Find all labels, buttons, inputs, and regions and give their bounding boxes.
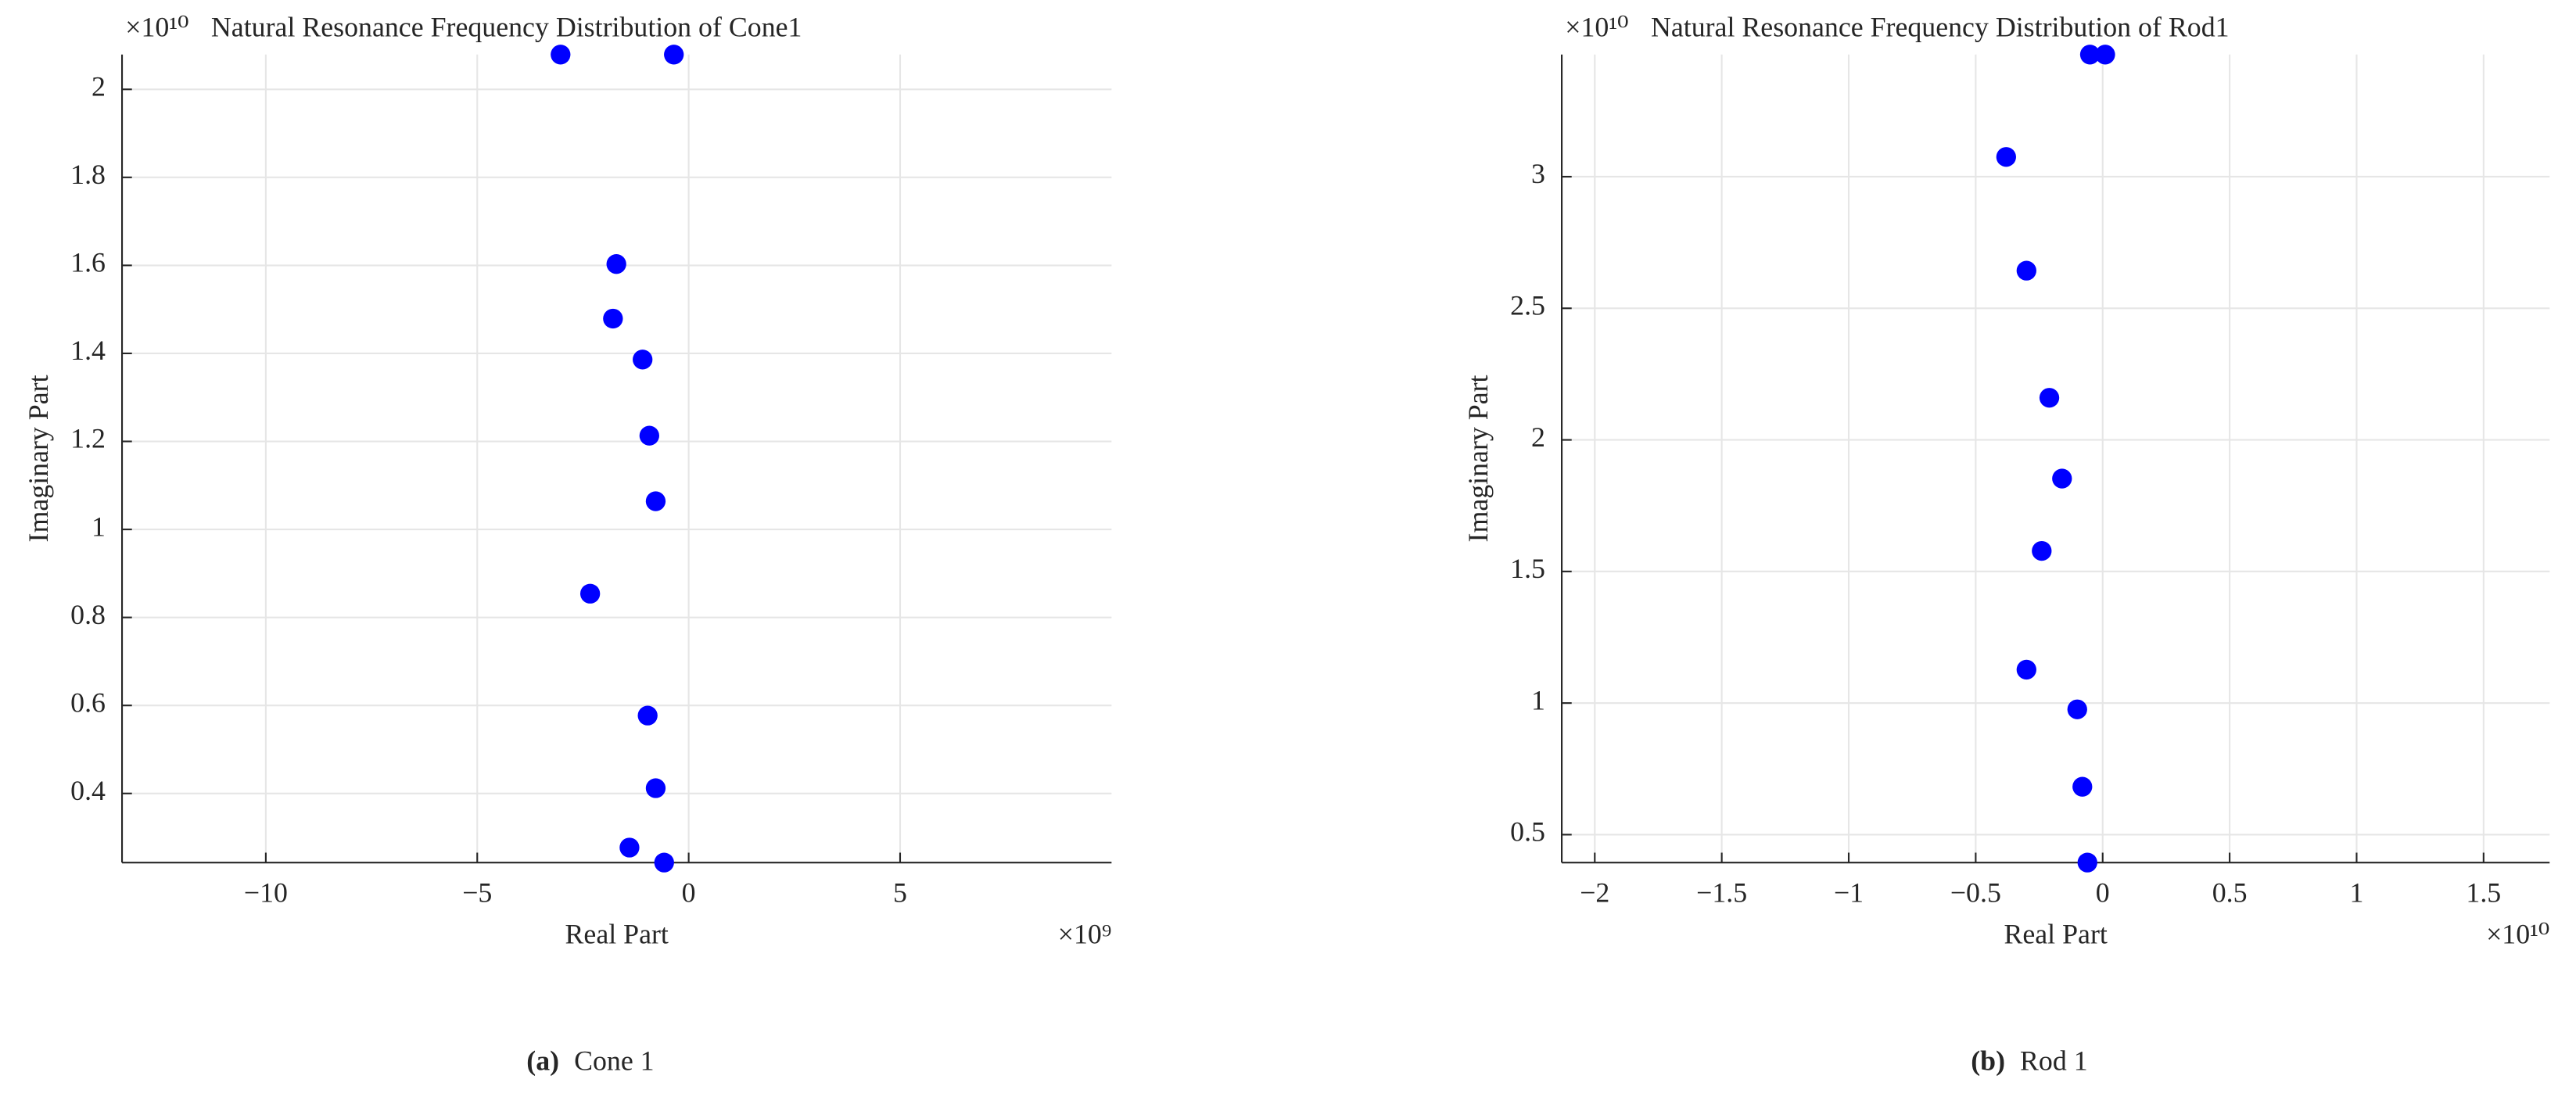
chart-panel: −2 −1.5 −1 −0.5 0 0.5 1 1.5 0.5 1 1.5 2 2.5 3 ×10¹⁰ Nat… (1462, 11, 2549, 1076)
data-point (551, 45, 571, 65)
x-axis-label: Real Part (2004, 918, 2107, 949)
y-tick-label: 1.8 (70, 159, 106, 190)
data-point (579, 583, 601, 604)
data-point (637, 705, 658, 726)
x-tick-label: −0.5 (1950, 877, 2001, 909)
caption-text: Cone 1 (574, 1045, 655, 1077)
caption-label: (a) (526, 1045, 559, 1077)
data-point (2052, 468, 2072, 489)
caption-text: Rod 1 (2020, 1045, 2088, 1077)
y-tick-label: 1.5 (1510, 553, 1545, 584)
data-point (1996, 147, 2016, 167)
y-multiplier: ×10¹⁰ (1565, 11, 1628, 42)
data-point (2016, 260, 2036, 281)
x-tick-label: 1 (2350, 877, 2364, 909)
y-tick-label: 0.4 (70, 775, 106, 806)
x-tick-label: −2 (1580, 877, 1609, 909)
y-axis-label: Imaginary Part (1462, 375, 1494, 542)
data-point (654, 852, 674, 873)
caption: (a) Cone 1 (526, 1045, 654, 1077)
data-point (606, 254, 626, 274)
chart-title: Natural Resonance Frequency Distribution… (1651, 11, 2230, 42)
y-multiplier: ×10¹⁰ (125, 11, 188, 42)
y-tick-label: 1.4 (70, 335, 106, 366)
x-multiplier: ×10⁹ (1058, 918, 1112, 949)
y-axis-label: Imaginary Part (23, 375, 54, 542)
y-tick-label: 2 (1531, 421, 1545, 453)
data-point (2039, 388, 2060, 408)
x-multiplier: ×10¹⁰ (2486, 918, 2549, 949)
data-point (2077, 852, 2097, 873)
x-tick-label: 1.5 (2466, 877, 2501, 909)
x-tick-label: −5 (462, 877, 492, 909)
data-point (645, 491, 666, 511)
data-point (2072, 776, 2093, 797)
y-tick-label: 1 (91, 511, 106, 542)
data-point (645, 778, 666, 798)
y-tick-label: 3 (1531, 158, 1545, 189)
y-tick-label: 1.6 (70, 247, 106, 278)
caption: (b) Rod 1 (1971, 1045, 2087, 1077)
data-point (2095, 45, 2115, 65)
y-tick-label: 2.5 (1510, 290, 1545, 321)
data-point (664, 45, 684, 65)
y-tick-label: 0.8 (70, 599, 106, 630)
y-tick-label: 2 (91, 71, 106, 102)
data-point (619, 837, 640, 858)
x-tick-label: 0 (682, 877, 696, 909)
x-tick-label: −1 (1834, 877, 1864, 909)
x-tick-label: −10 (244, 877, 288, 909)
y-tick-label: 0.5 (1510, 816, 1545, 848)
chart-title: Natural Resonance Frequency Distribution… (211, 11, 802, 42)
x-tick-label: 0 (2096, 877, 2110, 909)
data-point (2032, 540, 2052, 561)
y-tick-label: 0.6 (70, 687, 106, 718)
y-tick-label: 1.2 (70, 423, 106, 454)
x-axis-label: Real Part (565, 918, 669, 949)
x-tick-label: −1.5 (1696, 877, 1747, 909)
data-point (2079, 45, 2101, 65)
y-tick-label: 1 (1531, 684, 1545, 715)
data-point (633, 350, 653, 370)
chart-panel: −10 −5 0 5 0.4 0.6 0.8 1 1.2 1.4 1.6 1.8 2 ×10¹⁰ Natur… (23, 11, 1112, 1077)
data-point (2067, 699, 2087, 719)
data-point (639, 425, 659, 446)
caption-label: (b) (1971, 1045, 2005, 1077)
x-tick-label: 5 (893, 877, 907, 909)
data-point (603, 308, 623, 329)
data-point (2016, 659, 2036, 680)
x-tick-label: 0.5 (2212, 877, 2248, 909)
